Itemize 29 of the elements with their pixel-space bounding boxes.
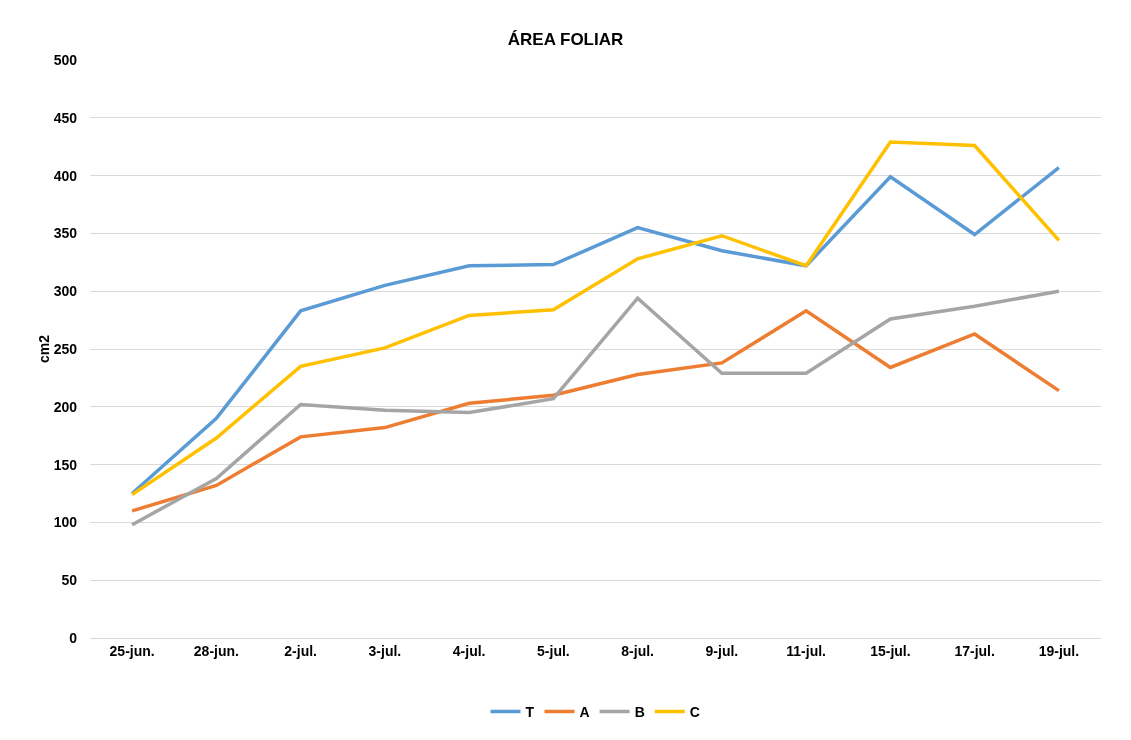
x-tick-label: 11-jul. — [786, 642, 826, 659]
y-tick-label: 100 — [53, 514, 78, 531]
x-tick-label: 3-jul. — [368, 642, 402, 659]
y-tick-label: 50 — [61, 572, 78, 589]
x-tick-label: 8-jul. — [621, 642, 654, 659]
legend-label: A — [579, 703, 590, 720]
x-tick-label: 15-jul. — [870, 642, 911, 659]
x-tick-label: 5-jul. — [537, 642, 570, 659]
x-tick-label: 9-jul. — [705, 642, 739, 659]
x-tick-label: 19-jul. — [1038, 642, 1080, 659]
x-tick-label: 25-jun. — [109, 642, 155, 659]
y-tick-label: 350 — [53, 225, 78, 242]
y-tick-label: 500 — [53, 51, 78, 68]
y-tick-label: 250 — [53, 340, 78, 357]
chart-title: ÁREA FOLIAR — [507, 30, 624, 50]
y-tick-label: 150 — [53, 456, 78, 473]
x-tick-label: 17-jul. — [954, 642, 995, 659]
x-tick-label: 28-jun. — [193, 642, 239, 659]
y-axis-title: cm2 — [35, 334, 52, 364]
y-tick-label: 0 — [69, 629, 78, 646]
legend-label: C — [689, 703, 700, 720]
y-tick-label: 450 — [53, 109, 78, 126]
y-tick-label: 200 — [53, 398, 78, 415]
legend-label: B — [634, 703, 645, 720]
x-tick-label: 4-jul. — [452, 642, 486, 659]
x-tick-label: 2-jul. — [284, 642, 317, 659]
y-tick-label: 400 — [53, 167, 78, 184]
y-tick-label: 300 — [53, 283, 78, 300]
legend-label: T — [525, 703, 535, 720]
